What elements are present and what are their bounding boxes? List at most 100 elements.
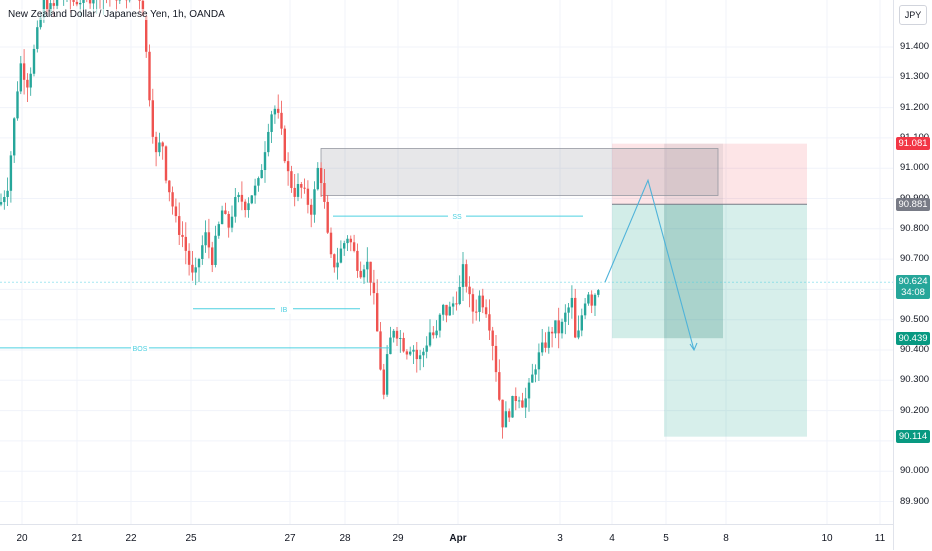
candle-body [571,298,573,308]
candle-countdown: 34:08 [896,287,930,298]
candle-body [409,352,411,355]
candle-body [366,262,368,270]
candle-body [435,331,437,336]
price-tick-label: 89.900 [900,496,929,507]
candle-body [525,398,527,407]
candle-body [399,338,401,339]
price-tick-label: 91.200 [900,102,929,113]
candle-body [340,249,342,263]
candle-body [307,189,309,205]
candle-body [597,290,599,295]
candle-body [16,91,18,118]
candle-body [208,232,210,247]
price-tick-label: 91.300 [900,71,929,82]
candle-body [317,168,319,189]
candle-body [155,137,157,152]
candle-body [389,338,391,355]
candle-body [290,171,292,188]
candle-body [320,168,322,183]
candle-body [501,400,503,428]
candle-body [567,307,569,312]
candle-body [488,314,490,330]
time-tick-label: 28 [339,533,350,544]
time-tick-label: 25 [185,533,196,544]
candle-body [584,304,586,316]
currency-button[interactable]: JPY [899,5,927,25]
candle-body [171,192,173,206]
candle-body [303,188,305,189]
time-tick-label: 22 [125,533,136,544]
candle-body [485,307,487,314]
candle-body [284,129,286,162]
entry-price-label: 90.881 [896,198,930,211]
candle-body [350,239,352,243]
candle-body [587,295,589,304]
candle-body [82,0,84,3]
time-tick-label: 5 [663,533,669,544]
candle-body [310,205,312,215]
price-axis[interactable]: JPY 91.40091.30091.20091.10091.00090.900… [893,0,932,550]
candle-body [294,188,296,197]
candle-body [548,332,550,348]
candle-body [581,315,583,330]
price-tick-label: 90.300 [900,374,929,385]
candle-body [561,322,563,333]
candle-body [478,296,480,312]
candle-body [511,396,513,418]
candle-body [396,331,398,339]
price-tick-label: 90.700 [900,253,929,264]
candle-body [221,211,223,225]
candle-body [432,332,434,335]
candle-body [211,247,213,265]
time-tick-label: Apr [449,533,466,544]
candle-body [475,312,477,313]
candle-body [373,283,375,293]
time-tick-label: 11 [875,533,885,544]
candle-body [168,181,170,193]
candle-body [376,293,378,331]
candle-body [505,411,507,427]
candle-body [214,236,216,265]
candle-body [181,235,183,237]
price-tick-label: 91.000 [900,162,929,173]
candle-body [360,271,362,277]
candle-body [274,109,276,115]
time-tick-label: 21 [71,533,82,544]
candle-body [244,202,246,210]
candle-body [72,0,74,2]
candle-body [336,263,338,268]
candle-body [564,313,566,322]
candle-body [459,287,461,304]
time-tick-label: 3 [557,533,563,544]
candle-body [261,170,263,178]
price-tick-label: 91.400 [900,41,929,52]
candle-body [416,350,418,359]
candle-body [363,269,365,277]
candle-body [201,245,203,259]
candle-body [6,191,8,197]
candle-body [386,354,388,395]
price-tick-label: 90.000 [900,465,929,476]
candle-body [465,264,467,287]
candle-body [185,237,187,251]
candle-body [591,295,593,306]
candle-body [280,113,282,129]
candle-body [218,224,220,236]
price-tick-label: 90.400 [900,344,929,355]
candle-body [419,355,421,359]
candle-body [241,195,243,202]
time-tick-label: 8 [723,533,729,544]
candle-body [330,233,332,255]
time-tick-label: 10 [821,533,832,544]
candle-body [346,239,348,243]
candle-body [20,63,22,91]
candle-body [165,146,167,180]
candle-body [195,267,197,272]
candle-body [521,400,523,407]
candle-body [76,2,78,4]
candle-body [178,216,180,235]
candle-body [162,142,164,146]
